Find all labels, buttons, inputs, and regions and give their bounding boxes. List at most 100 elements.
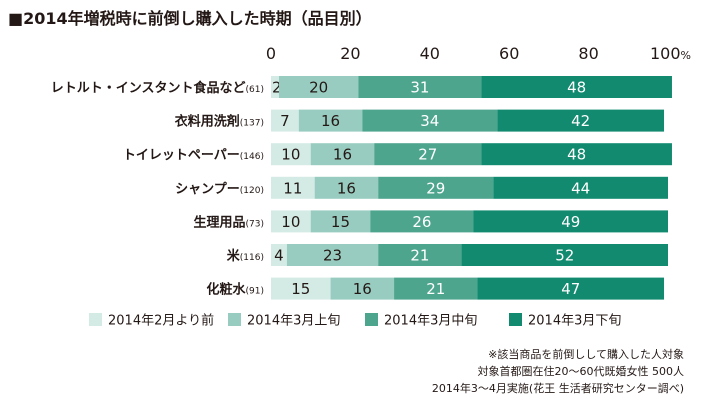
bar-value-label: 11 [283, 179, 302, 197]
bar-segment [473, 210, 668, 233]
bar-value-label: 23 [323, 247, 342, 265]
bar-value-label: 7 [280, 112, 290, 130]
category-count: (146) [240, 152, 264, 162]
bar-value-label: 26 [412, 213, 431, 231]
stacked-bar-chart: 0 20 40 60 80 100% レトルト・インスタント食品など(61)衣料用洗剤(1… [51, 44, 691, 329]
category-count: (137) [240, 119, 264, 129]
bar-segment [362, 109, 498, 132]
bar-value-label: 49 [561, 213, 580, 231]
category-name: シャンプー [175, 182, 240, 197]
category-name: 衣料用洗剤 [175, 114, 240, 130]
category-label: 米(116) [227, 248, 264, 264]
bar-segment [310, 143, 375, 166]
bar-segment [481, 143, 672, 166]
bar-value-label: 27 [418, 146, 437, 164]
category-count: (73) [246, 219, 264, 229]
category-count: (61) [246, 85, 264, 95]
category-label: 衣料用洗剤(137) [175, 114, 264, 130]
x-tick-label: 100% [650, 44, 691, 63]
category-name: 化粧水 [207, 282, 247, 298]
bar-value-label: 34 [420, 112, 439, 130]
bar-segment [271, 176, 315, 199]
bar-segment [271, 143, 311, 166]
legend-label: 2014年3月下旬 [528, 314, 621, 329]
category-count: (120) [240, 186, 264, 196]
x-tick-unit: % [681, 49, 691, 62]
x-axis-ticks: 0 20 40 60 80 100% [266, 44, 691, 63]
chart-title: ■2014年増税時に前倒し購入した時期（品目別） [8, 9, 372, 28]
bar-value-label: 4 [274, 247, 284, 265]
bars: 2 20 31 48 7 16 34 42 10 16 27 48 11 16 29 44 10 15 26 49 4 2… [271, 76, 672, 300]
bar-value-label: 31 [410, 79, 429, 97]
bar-value-label: 21 [426, 280, 445, 298]
bar-segment [378, 244, 462, 266]
bar-value-label: 44 [571, 179, 590, 197]
note-line: 2014年3～4月実施(花王 生活者研究センター調べ) [431, 382, 684, 395]
bar-segment [477, 277, 665, 300]
x-tick-label: 60 [499, 44, 519, 63]
note-line: ※該当商品を前倒しして購入した人対象 [488, 348, 684, 361]
bar-segment [278, 76, 359, 98]
bar-segment [358, 76, 482, 98]
x-tick-label: 0 [266, 44, 276, 63]
legend-swatch [228, 313, 241, 326]
bar-segment [298, 109, 363, 132]
bar-value-label: 2 [272, 79, 282, 97]
category-count: (91) [246, 287, 264, 297]
bar-segment [330, 277, 395, 300]
bar-segment [461, 244, 668, 266]
bar-value-label: 20 [309, 79, 328, 97]
bar-value-label: 15 [331, 213, 350, 231]
bar-value-label: 42 [571, 112, 590, 130]
bar-segment [481, 76, 672, 98]
category-name: トイレットペーパー [123, 148, 240, 163]
bar-segment [370, 210, 474, 233]
bar-value-label: 10 [281, 213, 300, 231]
legend-label: 2014年2月より前 [108, 313, 214, 329]
x-tick-label: 80 [578, 44, 598, 63]
category-count: (116) [240, 253, 264, 263]
bar-segment [271, 244, 287, 266]
bar-value-label: 48 [567, 146, 586, 164]
note-line: 対象首都圏在住20～60代既婚女性 500人 [477, 365, 685, 378]
bar-segment [493, 176, 668, 199]
bar-segment [271, 277, 331, 300]
legend-swatch [365, 313, 378, 326]
bar-value-label: 15 [291, 280, 310, 298]
x-tick-label: 40 [420, 44, 440, 63]
bar-segment [286, 244, 379, 266]
category-label: レトルト・インスタント食品など(61) [51, 80, 264, 96]
bar-value-label: 21 [410, 247, 429, 265]
bar-value-label: 16 [333, 146, 352, 164]
category-name: 生理用品 [194, 214, 246, 230]
bar-segment [271, 76, 279, 98]
bar-value-label: 10 [281, 146, 300, 164]
category-name: レトルト・インスタント食品など [51, 80, 246, 96]
bar-segment [374, 143, 482, 166]
category-label: 生理用品(73) [194, 214, 265, 230]
bar-segment [314, 176, 379, 199]
bar-segment [394, 277, 478, 300]
category-label: 化粧水(91) [207, 282, 265, 298]
bar-value-label: 29 [426, 179, 445, 197]
bar-segment [271, 210, 311, 233]
category-label: トイレットペーパー(146) [123, 148, 264, 163]
legend-swatch [89, 313, 102, 326]
bar-value-label: 16 [337, 179, 356, 197]
bar-segment [310, 210, 371, 233]
legend-label: 2014年3月中旬 [384, 314, 477, 329]
bar-value-label: 47 [561, 280, 580, 298]
bar-segment [271, 109, 299, 132]
bar-segment [497, 109, 665, 132]
survey-notes: ※該当商品を前倒しして購入した人対象 対象首都圏在住20～60代既婚女性 500… [432, 346, 684, 397]
bar-value-label: 16 [321, 112, 340, 130]
bar-value-label: 52 [555, 247, 574, 265]
x-tick-label: 20 [340, 44, 360, 63]
category-label: シャンプー(120) [175, 182, 264, 197]
bar-value-label: 16 [353, 280, 372, 298]
category-name: 米 [227, 248, 241, 264]
legend-swatch [509, 313, 522, 326]
bar-segment [378, 176, 494, 199]
legend: 2014年2月より前 2014年3月上旬 2014年3月中旬 2014年3月下旬 [89, 313, 621, 329]
legend-label: 2014年3月上旬 [247, 314, 340, 329]
